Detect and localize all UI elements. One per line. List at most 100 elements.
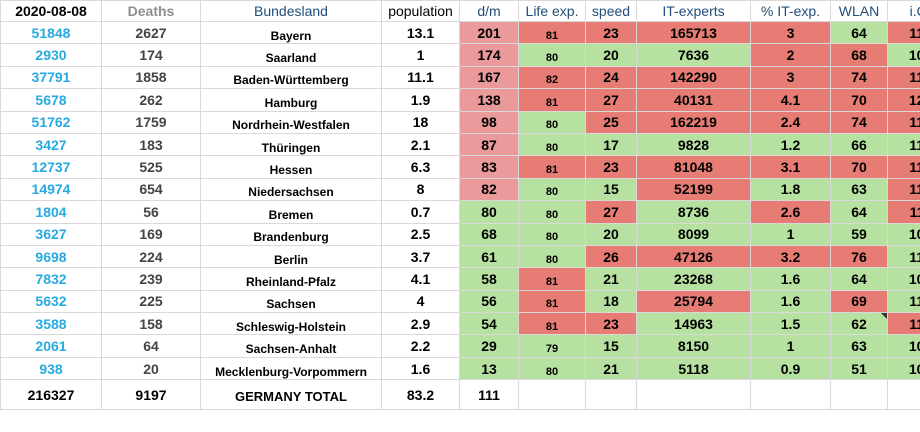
cell-wlan[interactable]: 64 <box>830 200 888 224</box>
cell-population[interactable]: 13.1 <box>381 20 460 45</box>
cell-bundesland[interactable]: Brandenburg <box>200 222 382 246</box>
cell-population[interactable]: 4.1 <box>381 267 460 291</box>
cell-deaths[interactable]: 654 <box>101 177 201 202</box>
cell-population[interactable]: 1.9 <box>381 88 460 112</box>
cell-life-exp[interactable]: 80 <box>518 43 586 67</box>
cell-deaths[interactable]: 183 <box>101 132 201 157</box>
cell-it-experts[interactable]: 9828 <box>636 132 751 157</box>
cell-pct-it[interactable]: 2.6 <box>750 200 831 224</box>
cell-bundesland[interactable]: Berlin <box>200 244 382 269</box>
cell-dm[interactable]: 58 <box>459 267 519 291</box>
cell-life-exp[interactable]: 81 <box>518 267 586 291</box>
cell-it-experts[interactable]: 52199 <box>636 177 751 202</box>
empty-cell[interactable] <box>750 379 831 411</box>
cell-dm[interactable]: 61 <box>459 244 519 269</box>
empty-cell[interactable] <box>636 379 751 411</box>
cell-iq[interactable]: 124 <box>887 88 920 112</box>
cell-wlan[interactable]: 63 <box>830 177 888 202</box>
cell-pct-it[interactable]: 1.2 <box>750 132 831 157</box>
cell-cases[interactable]: 14974 <box>0 177 102 202</box>
cell-it-experts[interactable]: 40131 <box>636 88 751 112</box>
cell-wlan[interactable]: 68 <box>830 43 888 67</box>
cell-speed[interactable]: 20 <box>585 222 637 246</box>
cell-it-experts[interactable]: 23268 <box>636 267 751 291</box>
total-label[interactable]: GERMANY TOTAL <box>200 379 382 411</box>
header-life-exp[interactable]: Life exp. <box>518 0 586 22</box>
empty-cell[interactable] <box>585 379 637 411</box>
cell-speed[interactable]: 23 <box>585 312 637 336</box>
cell-cases[interactable]: 5632 <box>0 289 102 314</box>
cell-wlan[interactable]: 74 <box>830 65 888 90</box>
cell-dm[interactable]: 13 <box>459 356 519 381</box>
cell-bundesland[interactable]: Thüringen <box>200 132 382 157</box>
cell-pct-it[interactable]: 4.1 <box>750 88 831 112</box>
cell-wlan[interactable]: 76 <box>830 244 888 269</box>
cell-population[interactable]: 18 <box>381 110 460 134</box>
cell-speed[interactable]: 24 <box>585 65 637 90</box>
cell-population[interactable]: 2.2 <box>381 334 460 358</box>
cell-speed[interactable]: 27 <box>585 88 637 112</box>
cell-iq[interactable]: 113 <box>887 155 920 179</box>
cell-pct-it[interactable]: 3.1 <box>750 155 831 179</box>
cell-deaths[interactable]: 2627 <box>101 20 201 45</box>
cell-pct-it[interactable]: 1.8 <box>750 177 831 202</box>
cell-deaths[interactable]: 158 <box>101 312 201 336</box>
cell-iq[interactable]: 105 <box>887 43 920 67</box>
cell-cases[interactable]: 9698 <box>0 244 102 269</box>
cell-life-exp[interactable]: 80 <box>518 244 586 269</box>
cell-dm[interactable]: 98 <box>459 110 519 134</box>
cell-dm[interactable]: 54 <box>459 312 519 336</box>
header-deaths[interactable]: Deaths <box>101 0 201 22</box>
cell-life-exp[interactable]: 81 <box>518 155 586 179</box>
cell-iq[interactable]: 113 <box>887 312 920 336</box>
cell-it-experts[interactable]: 47126 <box>636 244 751 269</box>
cell-deaths[interactable]: 56 <box>101 200 201 224</box>
cell-bundesland[interactable]: Sachsen <box>200 289 382 314</box>
cell-deaths[interactable]: 525 <box>101 155 201 179</box>
cell-deaths[interactable]: 262 <box>101 88 201 112</box>
cell-bundesland[interactable]: Mecklenburg-Vorpommern <box>200 356 382 381</box>
cell-bundesland[interactable]: Schleswig-Holstein <box>200 312 382 336</box>
cell-bundesland[interactable]: Niedersachsen <box>200 177 382 202</box>
cell-cases[interactable]: 12737 <box>0 155 102 179</box>
cell-life-exp[interactable]: 80 <box>518 356 586 381</box>
cell-population[interactable]: 1 <box>381 43 460 67</box>
cell-iq[interactable]: 100 <box>887 222 920 246</box>
total-dm[interactable]: 111 <box>459 379 519 411</box>
header-pct-it[interactable]: % IT-exp. <box>750 0 831 22</box>
cell-wlan[interactable]: 64 <box>830 267 888 291</box>
cell-iq[interactable]: 105 <box>887 267 920 291</box>
cell-speed[interactable]: 25 <box>585 110 637 134</box>
cell-deaths[interactable]: 64 <box>101 334 201 358</box>
cell-speed[interactable]: 21 <box>585 356 637 381</box>
cell-population[interactable]: 2.1 <box>381 132 460 157</box>
cell-iq[interactable]: 112 <box>887 177 920 202</box>
cell-it-experts[interactable]: 81048 <box>636 155 751 179</box>
cell-population[interactable]: 0.7 <box>381 200 460 224</box>
header-wlan[interactable]: WLAN <box>830 0 888 22</box>
cell-bundesland[interactable]: Hamburg <box>200 88 382 112</box>
cell-wlan[interactable]: 74 <box>830 110 888 134</box>
cell-deaths[interactable]: 1759 <box>101 110 201 134</box>
cell-cases[interactable]: 938 <box>0 356 102 381</box>
cell-cases[interactable]: 2061 <box>0 334 102 358</box>
cell-population[interactable]: 4 <box>381 289 460 314</box>
cell-pct-it[interactable]: 0.9 <box>750 356 831 381</box>
cell-life-exp[interactable]: 80 <box>518 222 586 246</box>
cell-pct-it[interactable]: 1.5 <box>750 312 831 336</box>
cell-iq[interactable]: 111 <box>887 200 920 224</box>
cell-iq[interactable]: 100 <box>887 334 920 358</box>
cell-it-experts[interactable]: 25794 <box>636 289 751 314</box>
cell-pct-it[interactable]: 2 <box>750 43 831 67</box>
cell-bundesland[interactable]: Bremen <box>200 200 382 224</box>
cell-population[interactable]: 8 <box>381 177 460 202</box>
cell-it-experts[interactable]: 162219 <box>636 110 751 134</box>
cell-it-experts[interactable]: 142290 <box>636 65 751 90</box>
cell-population[interactable]: 2.5 <box>381 222 460 246</box>
cell-wlan[interactable]: 51 <box>830 356 888 381</box>
cell-iq[interactable]: 112 <box>887 20 920 45</box>
cell-cases[interactable]: 51762 <box>0 110 102 134</box>
header-it-experts[interactable]: IT-experts <box>636 0 751 22</box>
cell-population[interactable]: 2.9 <box>381 312 460 336</box>
cell-iq[interactable]: 114 <box>887 110 920 134</box>
